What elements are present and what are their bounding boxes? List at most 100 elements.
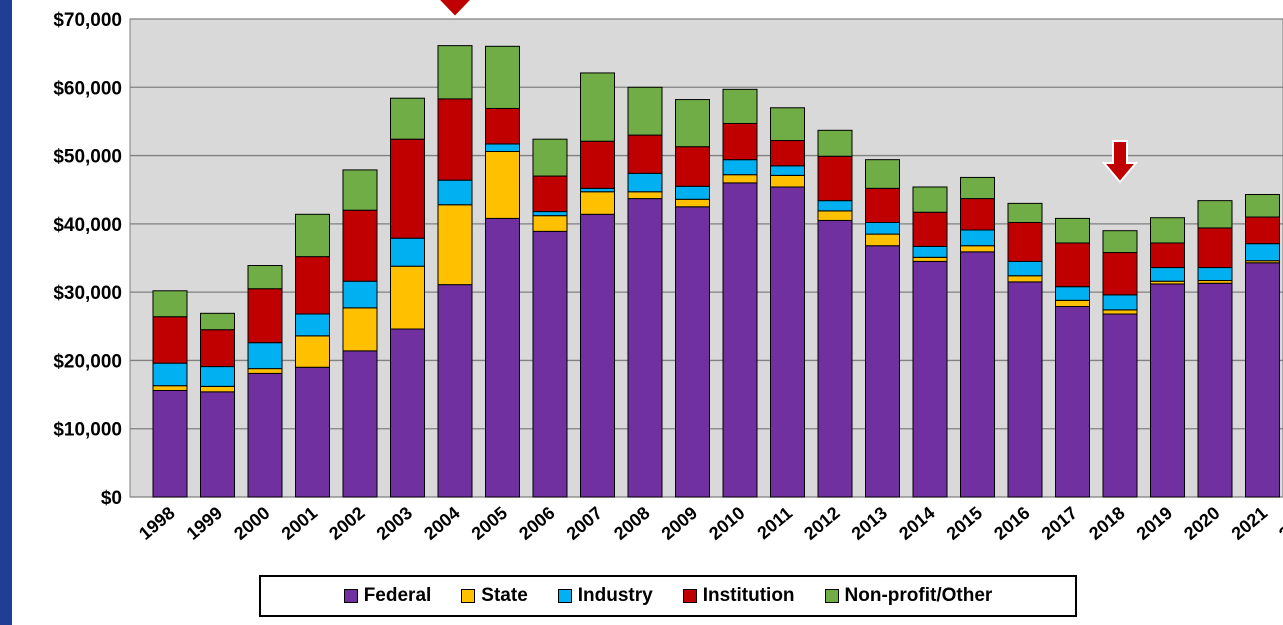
legend-item-industry: Industry [557,585,653,607]
bar-non-profit-other-2007 [580,72,615,142]
y-tick-label: $0 [101,488,122,509]
bar-state-2010 [722,174,758,184]
x-tick-label: 2005 [468,503,512,544]
bar-state-2000 [247,368,283,374]
legend-label-industry: Industry [577,585,653,606]
x-tick-label: 2000 [230,503,274,544]
bar-federal-2007 [580,213,615,498]
x-tick-label: 2015 [943,503,987,544]
bar-industry-1998 [152,362,188,387]
arrow-annotation-2004 [437,0,473,19]
bar-state-2018 [1102,309,1138,315]
bar-industry-2012 [817,200,853,212]
bar-state-2011 [770,174,805,188]
bar-state-2005 [485,150,520,219]
bar-federal-2019 [1150,283,1185,498]
bar-federal-1998 [152,389,188,498]
bar-non-profit-other-2009 [675,99,710,148]
legend-label-institution: Institution [702,585,795,606]
x-tick-label: 2009 [658,503,702,544]
bar-industry-2013 [865,221,900,235]
bar-federal-2015 [960,251,995,498]
x-tick-label: 2004 [420,503,464,544]
x-tick-label: 2001 [278,503,322,544]
x-tick-label: 2018 [1085,503,1129,544]
bar-non-profit-other-2003 [390,97,425,140]
bar-state-2002 [342,307,378,352]
bar-non-profit-other-2011 [770,107,805,142]
y-tick-label: $40,000 [53,215,122,236]
bar-industry-2010 [722,159,758,176]
bar-industry-2020 [1197,267,1233,282]
bar-institution-1998 [152,316,188,364]
bar-institution-2004 [437,98,473,181]
bar-federal-2010 [722,182,758,498]
legend-item-nonprofit-other: Non-profit/Other [824,585,992,607]
bar-state-2014 [912,256,948,262]
bar-non-profit-other-2012 [817,129,853,157]
bar-federal-2016 [1007,281,1043,498]
bar-federal-2009 [675,206,710,498]
bar-institution-2019 [1150,242,1185,269]
bar-state-2004 [437,204,473,286]
bar-industry-2007 [580,187,615,193]
x-tick-label: 2017 [1038,503,1082,544]
bar-federal-2014 [912,260,948,498]
bar-federal-2021 [1245,262,1280,498]
bar-state-2017 [1055,299,1090,307]
bar-non-profit-other-2013 [865,159,900,189]
legend-item-institution: Institution [682,585,795,607]
y-tick-label: $50,000 [53,147,122,168]
bar-industry-2014 [912,245,948,258]
bar-state-2003 [390,265,425,330]
bar-state-2015 [960,245,995,253]
x-tick-label: 2008 [610,503,654,544]
bar-state-1999 [200,385,235,393]
x-tick-label: 2006 [515,503,559,544]
bar-institution-2020 [1197,227,1233,269]
bar-state-2007 [580,191,615,215]
bar-institution-2005 [485,107,520,145]
legend-item-state: State [461,585,528,607]
x-tick-label: 2020 [1180,503,1224,544]
bar-industry-2017 [1055,286,1090,301]
x-tick-label: 2007 [563,503,607,544]
bar-institution-2018 [1102,252,1138,296]
x-tick-label: 2022 [1275,503,1283,544]
bar-state-1998 [152,385,188,391]
bar-non-profit-other-2015 [960,176,995,200]
bar-non-profit-other-1999 [200,312,235,331]
bar-federal-2013 [865,245,900,498]
bar-institution-2011 [770,140,805,167]
bar-industry-2018 [1102,294,1138,311]
x-tick-label: 2014 [895,503,939,544]
bar-institution-2012 [817,155,853,202]
bar-federal-2001 [295,366,330,498]
legend-swatch-state [461,589,476,603]
bar-institution-2008 [627,134,663,174]
y-tick-label: $30,000 [53,283,122,304]
bar-industry-2009 [675,185,710,200]
bar-federal-2006 [532,230,568,498]
bar-institution-2017 [1055,242,1090,288]
bar-federal-1999 [200,391,235,498]
bar-institution-2009 [675,146,710,187]
legend-swatch-industry [557,589,572,603]
bar-industry-2016 [1007,260,1043,277]
x-tick-label: 1998 [135,503,179,544]
bar-institution-2003 [390,138,425,239]
bar-institution-2010 [722,122,758,161]
bar-non-profit-other-2006 [532,138,568,177]
bar-institution-2002 [342,209,378,282]
bar-industry-2011 [770,165,805,176]
bar-non-profit-other-2014 [912,186,948,213]
bar-non-profit-other-2001 [295,213,330,258]
legend-label-federal: Federal [363,585,432,606]
bar-non-profit-other-2005 [485,45,520,109]
bar-state-2008 [627,191,663,200]
bar-federal-2003 [390,328,425,498]
bar-state-2009 [675,198,710,208]
bar-institution-2006 [532,175,568,213]
bar-institution-2021 [1245,216,1280,245]
x-tick-label: 2003 [373,503,417,544]
